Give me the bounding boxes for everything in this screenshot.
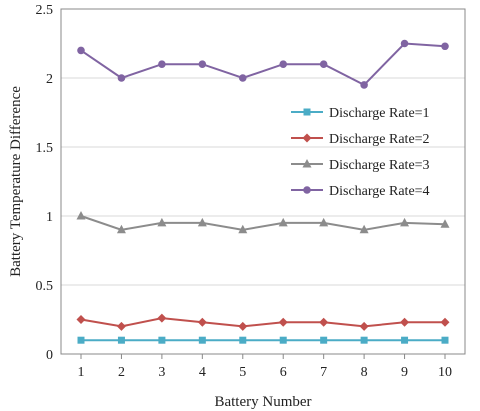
legend-marker xyxy=(302,159,312,168)
data-point xyxy=(360,81,368,89)
data-point xyxy=(359,321,369,331)
series-line xyxy=(80,42,446,87)
data-point xyxy=(278,317,288,327)
x-tick-label: 7 xyxy=(320,365,327,380)
data-point xyxy=(197,317,207,327)
data-point xyxy=(279,60,288,68)
data-point xyxy=(441,42,449,51)
legend-label: Discharge Rate=1 xyxy=(329,106,430,121)
data-point xyxy=(198,60,207,68)
data-point xyxy=(157,217,167,227)
data-point xyxy=(198,336,206,344)
series-group xyxy=(76,39,450,344)
legend-marker xyxy=(302,133,312,143)
x-tick-label: 8 xyxy=(361,365,368,380)
y-axis-title: Battery Temperature Difference xyxy=(8,86,24,277)
x-tick-label: 2 xyxy=(118,365,125,380)
data-point xyxy=(360,336,368,344)
data-point xyxy=(158,336,166,344)
data-point xyxy=(197,217,207,227)
x-tick-label: 6 xyxy=(280,365,287,380)
series-line xyxy=(80,215,446,231)
data-point xyxy=(400,39,409,48)
x-tick-label: 4 xyxy=(199,365,206,380)
data-point xyxy=(77,336,85,344)
series-line xyxy=(80,317,445,328)
y-tick-label: 1 xyxy=(46,210,53,225)
data-point xyxy=(319,60,328,68)
x-axis-title: Battery Number xyxy=(214,394,311,410)
x-tick-label: 9 xyxy=(401,365,408,380)
data-point xyxy=(320,336,328,344)
legend-item: Discharge Rate=1 xyxy=(291,106,430,121)
legend-item: Discharge Rate=2 xyxy=(291,132,430,147)
data-point xyxy=(238,74,247,82)
legend-item: Discharge Rate=3 xyxy=(291,158,430,173)
series-4 xyxy=(77,39,449,89)
legend-item: Discharge Rate=4 xyxy=(291,184,430,199)
data-point xyxy=(239,336,247,344)
x-tick-label: 5 xyxy=(239,365,246,380)
data-point xyxy=(401,336,409,344)
data-point xyxy=(440,219,450,228)
data-point xyxy=(117,336,125,344)
data-point xyxy=(157,313,167,323)
y-axis-ticks: 0 0.5 1 1.5 2 2.5 xyxy=(36,3,54,363)
data-point xyxy=(76,315,86,324)
data-point xyxy=(238,321,248,331)
data-point xyxy=(319,317,329,327)
series-3 xyxy=(76,211,450,234)
series-1 xyxy=(77,336,449,344)
data-point xyxy=(279,336,287,344)
data-point xyxy=(116,321,126,331)
data-point xyxy=(319,217,329,227)
y-tick-label: 2 xyxy=(46,72,53,87)
data-point xyxy=(441,336,449,344)
x-tick-label: 10 xyxy=(438,365,452,380)
data-point xyxy=(400,217,410,227)
legend-marker xyxy=(303,186,311,194)
data-point xyxy=(440,317,450,327)
gridlines xyxy=(61,77,465,286)
y-tick-label: 0.5 xyxy=(36,279,54,294)
x-tick-label: 1 xyxy=(78,365,85,380)
series-2 xyxy=(76,313,450,331)
y-tick-label: 0 xyxy=(46,348,53,363)
legend: Discharge Rate=1 Discharge Rate=2 Discharg… xyxy=(291,106,430,199)
plot-area-frame xyxy=(60,8,466,355)
data-point xyxy=(76,211,86,220)
y-tick-label: 1.5 xyxy=(36,141,54,156)
data-point xyxy=(116,224,126,234)
data-point xyxy=(278,217,288,227)
data-point xyxy=(117,74,126,82)
x-axis-ticks: 1 2 3 4 5 6 7 8 9 10 xyxy=(78,354,452,380)
x-tick-label: 3 xyxy=(158,365,165,380)
legend-label: Discharge Rate=2 xyxy=(329,132,430,147)
legend-label: Discharge Rate=3 xyxy=(329,158,430,173)
legend-marker xyxy=(303,108,311,116)
legend-label: Discharge Rate=4 xyxy=(329,184,430,199)
data-point xyxy=(158,60,166,68)
data-point xyxy=(238,224,248,234)
y-tick-label: 2.5 xyxy=(36,3,54,18)
data-point xyxy=(400,317,410,327)
data-point xyxy=(77,46,85,55)
data-point xyxy=(359,224,369,234)
